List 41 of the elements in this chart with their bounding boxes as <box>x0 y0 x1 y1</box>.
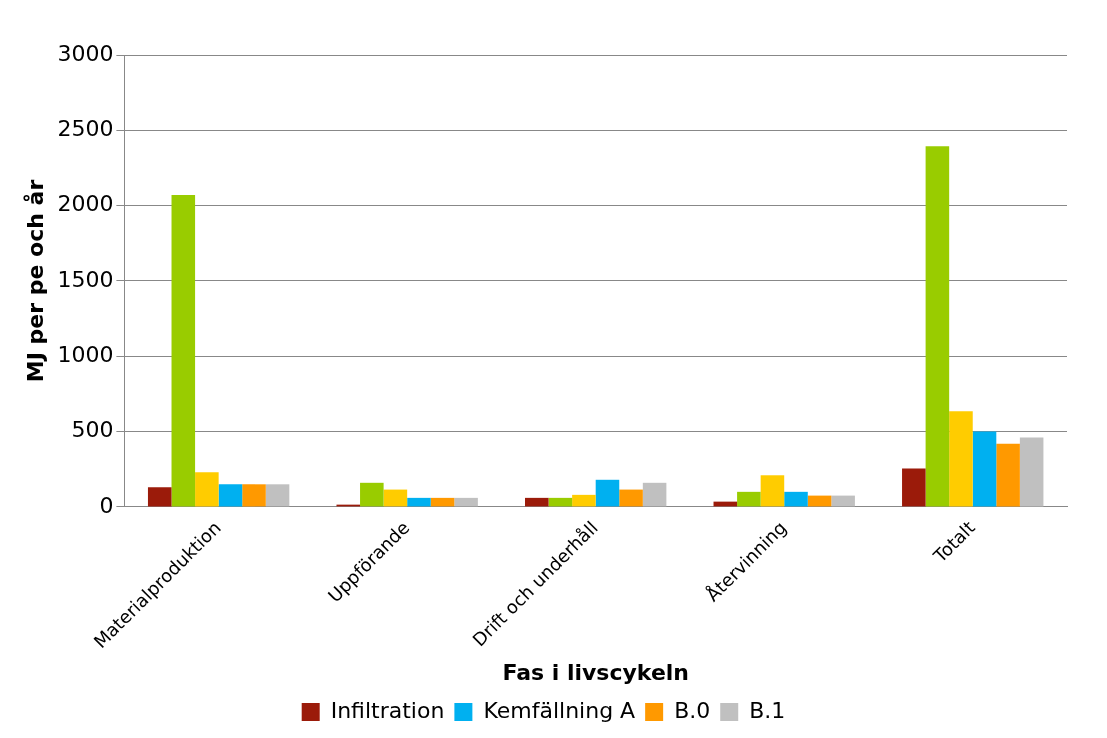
bar <box>831 495 855 507</box>
bar <box>383 489 408 507</box>
bar <box>996 443 1020 507</box>
bar <box>430 497 455 507</box>
legend-label: B.0 <box>674 697 711 723</box>
bar <box>902 468 926 507</box>
bar <box>147 487 172 507</box>
bar <box>360 482 384 507</box>
bar <box>454 497 478 507</box>
y-tick-label: 500 <box>71 417 114 443</box>
legend-label: Kemfällning A <box>483 697 636 723</box>
x-axis-title: Fas i livscykeln <box>502 659 689 685</box>
bar <box>407 497 431 507</box>
legend-label: B.1 <box>749 697 786 723</box>
bar <box>1019 437 1044 507</box>
bar <box>265 484 290 507</box>
bar <box>642 482 667 507</box>
bar <box>171 195 196 507</box>
bar <box>760 475 785 507</box>
bar <box>595 479 620 507</box>
bar <box>218 484 243 507</box>
bar <box>195 472 219 507</box>
bar <box>572 494 596 507</box>
bar <box>925 146 950 507</box>
bar <box>949 411 973 507</box>
y-tick-label: 1500 <box>57 266 114 292</box>
bar <box>807 495 832 507</box>
y-tick-label: 2000 <box>57 191 114 217</box>
bar <box>784 491 808 507</box>
bar <box>242 484 266 507</box>
legend-label: Infiltration <box>330 697 445 723</box>
bar <box>548 497 573 507</box>
y-tick-label: 1000 <box>57 341 114 367</box>
y-tick-label: 0 <box>99 492 114 518</box>
y-tick-label: 2500 <box>57 116 114 142</box>
bar <box>972 431 997 507</box>
y-axis-title: MJ per pe och år <box>22 179 48 383</box>
bar <box>525 497 549 507</box>
bar <box>619 489 643 507</box>
bar <box>737 491 761 507</box>
y-tick-label: 3000 <box>57 40 114 66</box>
